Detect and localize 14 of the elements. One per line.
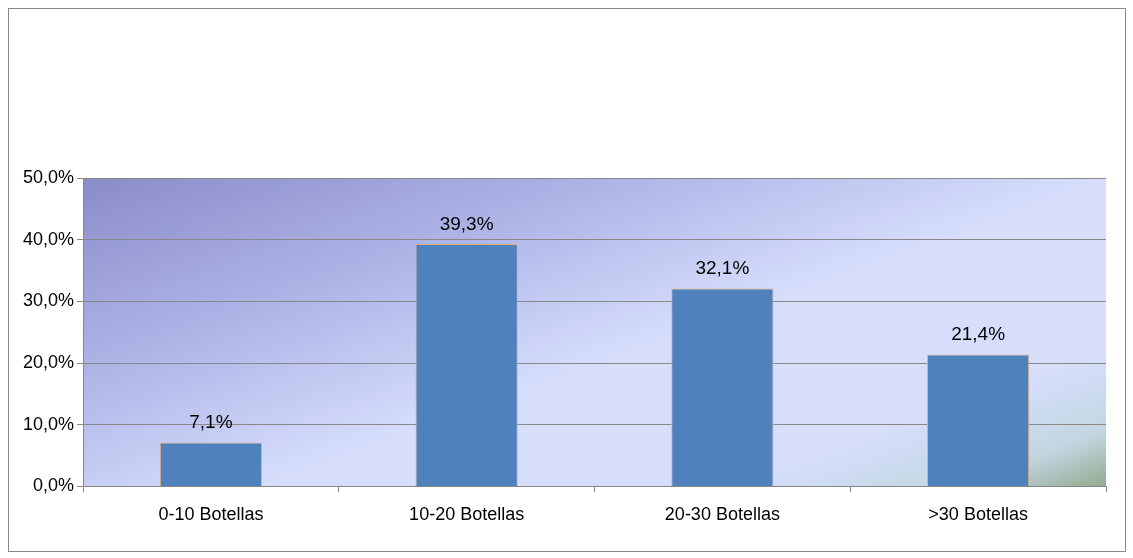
y-tick-label: 0,0% xyxy=(33,475,75,496)
x-tick-label: >30 Botellas xyxy=(928,504,1028,525)
x-tick-label: 20-30 Botellas xyxy=(664,504,780,525)
data-label: 21,4% xyxy=(951,323,1006,345)
data-label: 7,1% xyxy=(189,411,233,433)
y-tick-label: 10,0% xyxy=(22,413,75,434)
x-tick-label: 10-20 Botellas xyxy=(409,504,525,525)
data-label: 39,3% xyxy=(439,212,494,234)
y-tick-label: 40,0% xyxy=(22,228,75,249)
y-tick-label: 20,0% xyxy=(22,352,75,373)
y-tick-label: 30,0% xyxy=(22,290,75,311)
x-tick-label: 0-10 Botellas xyxy=(158,504,264,525)
data-label: 32,1% xyxy=(695,257,750,279)
y-tick-label: 50,0% xyxy=(22,166,75,187)
